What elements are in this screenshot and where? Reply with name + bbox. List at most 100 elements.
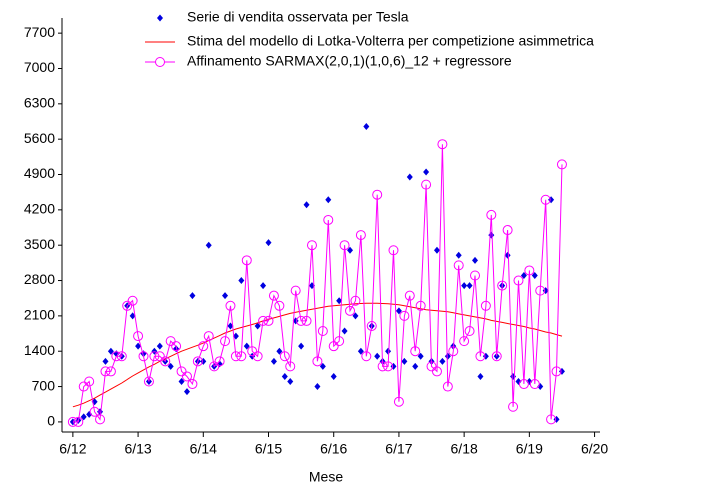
data-point: [464, 326, 475, 337]
y-tick-label: 4900: [24, 165, 55, 181]
data-point: [263, 315, 274, 326]
data-point: [350, 295, 361, 306]
x-tick-label: 6/15: [255, 441, 282, 457]
series-line: [72, 144, 563, 423]
data-point: [421, 179, 432, 190]
data-point: [556, 159, 567, 170]
data-point: [472, 256, 479, 264]
y-tick-label: 1400: [24, 342, 55, 358]
data-point: [227, 322, 234, 330]
data-point: [537, 383, 544, 391]
data-point: [372, 189, 383, 200]
y-tick-label: 7700: [24, 24, 55, 40]
data-point: [491, 351, 502, 362]
data-point: [325, 196, 332, 204]
data-point: [252, 351, 263, 362]
data-point: [181, 371, 192, 382]
data-point: [395, 307, 402, 315]
y-tick-label: 2800: [24, 271, 55, 287]
data-point: [477, 372, 484, 380]
data-point: [524, 265, 535, 276]
data-point: [100, 366, 111, 377]
data-point: [448, 346, 459, 357]
data-point: [165, 336, 176, 347]
data-point: [236, 351, 247, 362]
y-tick-label: 7000: [24, 59, 55, 75]
data-point: [540, 194, 551, 205]
data-point: [176, 366, 187, 377]
y-tick-label: 5600: [24, 130, 55, 146]
data-point: [127, 295, 138, 306]
data-point: [298, 342, 305, 350]
data-point: [260, 282, 267, 290]
data-point: [167, 362, 174, 370]
data-point: [515, 378, 522, 386]
data-point: [183, 388, 190, 396]
data-point: [296, 315, 307, 326]
data-point: [258, 315, 269, 326]
data-point: [314, 383, 321, 391]
legend-marker: [155, 57, 165, 67]
data-point: [520, 271, 527, 279]
data-point: [133, 331, 144, 342]
data-point: [107, 347, 114, 355]
data-point: [459, 336, 470, 347]
data-point: [225, 300, 236, 311]
data-point: [143, 376, 154, 387]
data-point: [470, 270, 481, 281]
data-point: [339, 240, 350, 251]
data-point: [149, 351, 160, 362]
legend-label: Serie di vendita osservata per Tesla: [187, 9, 409, 25]
data-point: [301, 315, 312, 326]
data-point: [444, 352, 451, 360]
data-point: [268, 290, 279, 301]
x-tick-label: 6/12: [59, 441, 86, 457]
data-point: [417, 352, 424, 360]
data-point: [203, 331, 214, 342]
data-point: [497, 280, 508, 291]
data-point: [393, 396, 404, 407]
data-point: [287, 378, 294, 386]
series-line: [72, 302, 563, 408]
data-point: [105, 366, 116, 377]
data-point: [341, 327, 348, 335]
data-point: [363, 123, 370, 131]
data-point: [285, 361, 296, 372]
data-point: [189, 292, 196, 300]
data-point: [361, 351, 372, 362]
data-point: [535, 285, 546, 296]
data-point: [102, 357, 109, 365]
data-point: [439, 357, 446, 365]
data-point: [529, 379, 540, 390]
y-tick-label: 6300: [24, 95, 55, 111]
data-point: [135, 342, 142, 350]
data-point: [426, 361, 437, 372]
data-point: [205, 241, 212, 249]
data-point: [238, 277, 245, 285]
data-point: [247, 346, 258, 357]
data-point: [254, 322, 261, 330]
data-point: [546, 414, 557, 425]
data-point: [95, 414, 106, 425]
data-point: [122, 300, 133, 311]
data-point: [410, 346, 421, 357]
data-point: [138, 351, 149, 362]
data-point: [192, 356, 203, 367]
legend-marker: [157, 14, 163, 22]
data-point: [486, 209, 497, 220]
data-point: [388, 245, 399, 256]
data-point: [290, 285, 301, 296]
data-point: [504, 251, 511, 259]
data-point: [323, 214, 334, 225]
data-point: [178, 378, 185, 386]
data-point: [265, 239, 272, 247]
data-point: [357, 347, 364, 355]
data-point: [423, 168, 430, 176]
data-point: [336, 297, 343, 305]
data-point: [480, 300, 491, 311]
data-point: [209, 361, 220, 372]
data-point: [345, 305, 356, 316]
data-point: [404, 290, 415, 301]
x-tick-label: 6/18: [451, 441, 478, 457]
y-tick-label: 2100: [24, 307, 55, 323]
